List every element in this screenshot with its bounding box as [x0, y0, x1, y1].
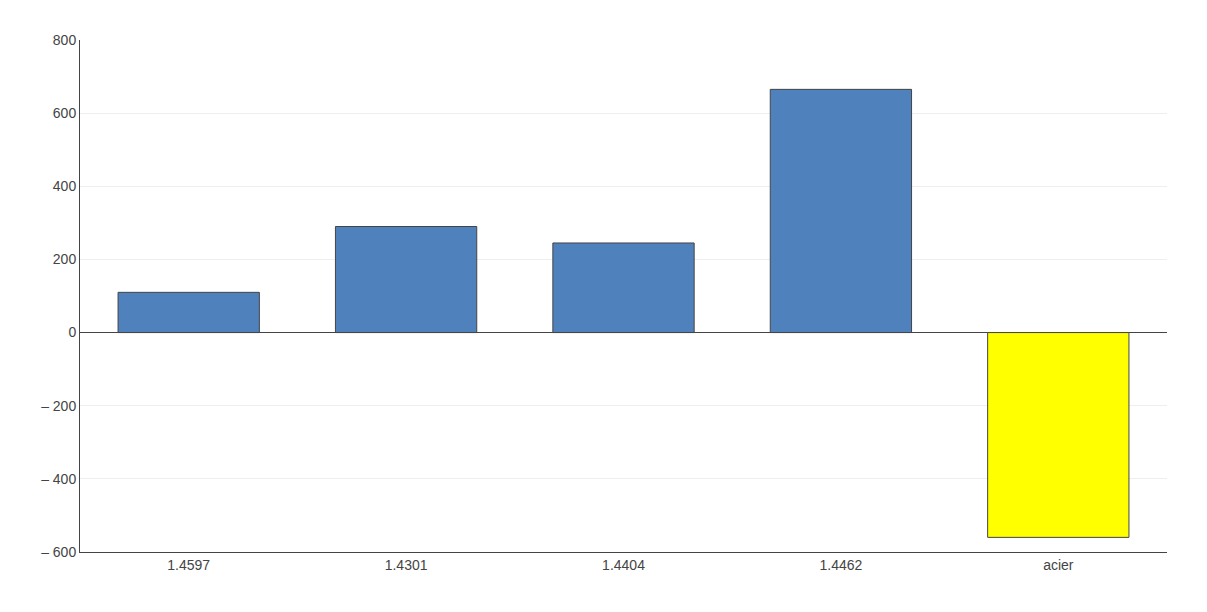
svg-text:800: 800 — [53, 32, 77, 48]
svg-text:1.4462: 1.4462 — [819, 557, 862, 573]
svg-text:400: 400 — [53, 178, 77, 194]
svg-text:200: 200 — [53, 251, 77, 267]
svg-text:1.4404: 1.4404 — [602, 557, 645, 573]
svg-text:acier: acier — [1043, 557, 1074, 573]
svg-text:– 600: – 600 — [41, 544, 76, 560]
svg-text:1.4597: 1.4597 — [167, 557, 210, 573]
svg-text:1.4301: 1.4301 — [385, 557, 428, 573]
svg-text:0: 0 — [68, 324, 76, 340]
svg-text:– 400: – 400 — [41, 471, 76, 487]
svg-text:– 200: – 200 — [41, 398, 76, 414]
svg-text:600: 600 — [53, 105, 77, 121]
